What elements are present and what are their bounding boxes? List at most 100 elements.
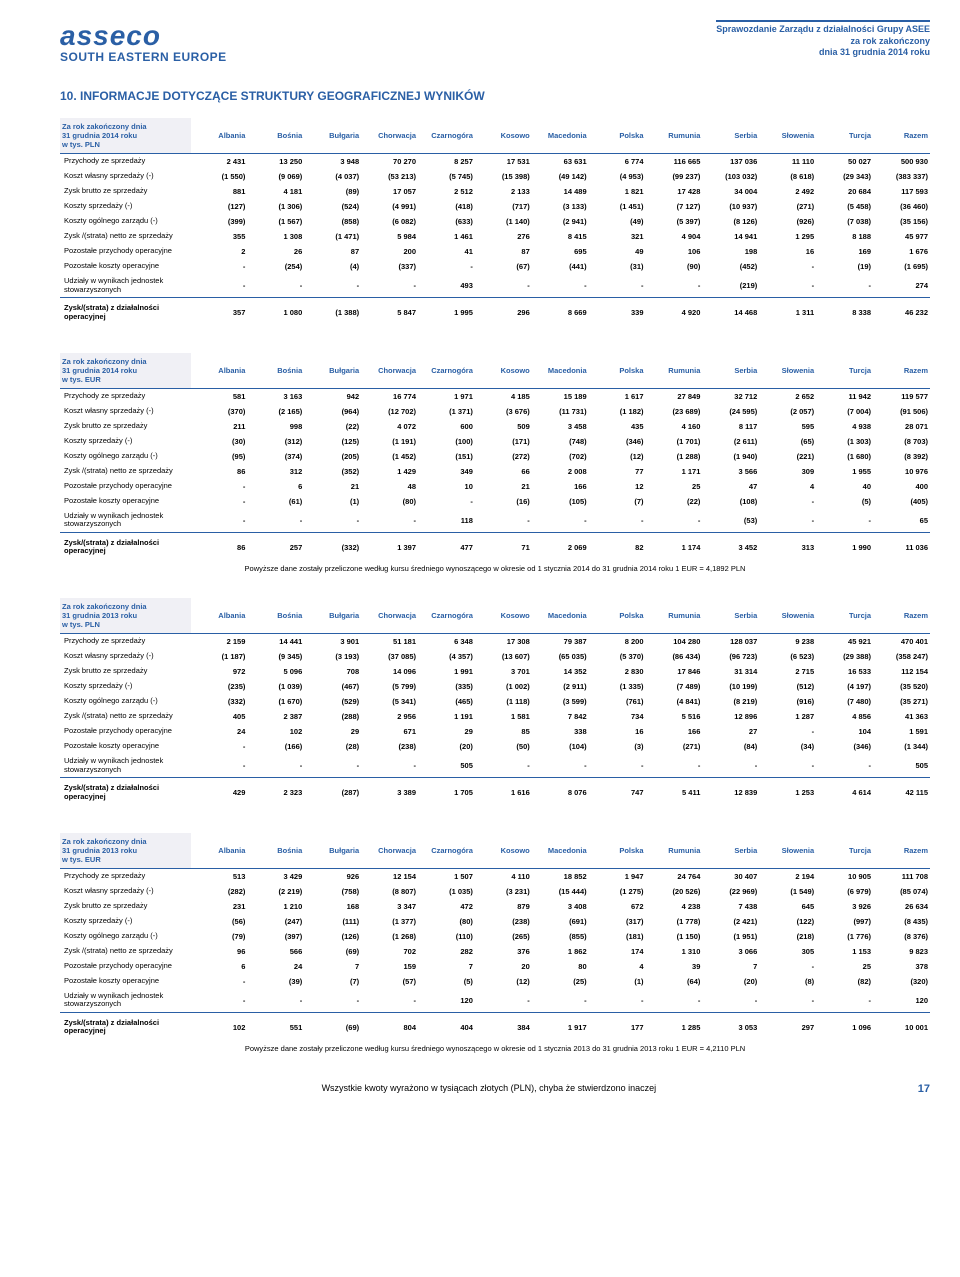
total-value: 10 001	[873, 1012, 930, 1042]
cell-value: (6 082)	[361, 214, 418, 229]
cell-value: 14 941	[702, 229, 759, 244]
cell-value: (7)	[589, 494, 646, 509]
cell-value: 8 188	[816, 229, 873, 244]
cell-value: (405)	[873, 494, 930, 509]
total-value: 5 847	[361, 298, 418, 328]
cell-value: 500 930	[873, 154, 930, 170]
cell-value: 505	[418, 754, 475, 778]
total-label: Zysk/(strata) z działalności operacyjnej	[60, 532, 191, 562]
cell-value: -	[361, 989, 418, 1013]
column-header: Chorwacja	[361, 598, 418, 634]
column-header: Macedonia	[532, 118, 589, 154]
cell-value: (99 237)	[646, 169, 703, 184]
cell-value: (36 460)	[873, 199, 930, 214]
cell-value: 3 926	[816, 899, 873, 914]
cell-value: (1 182)	[589, 404, 646, 419]
cell-value: (1 306)	[247, 199, 304, 214]
cell-value: 2 715	[759, 664, 816, 679]
cell-value: (171)	[475, 434, 532, 449]
cell-value: -	[816, 509, 873, 533]
row-label: Pozostałe koszty operacyjne	[60, 259, 191, 274]
cell-value: 400	[873, 479, 930, 494]
cell-value: 11 110	[759, 154, 816, 170]
table-title: Za rok zakończony dnia 31 grudnia 2013 r…	[60, 598, 191, 634]
total-value: 357	[191, 298, 248, 328]
column-header: Słowenia	[759, 833, 816, 869]
cell-value: 2 159	[191, 634, 248, 650]
cell-value: (35 156)	[873, 214, 930, 229]
row-label: Zysk brutto ze sprzedaży	[60, 419, 191, 434]
cell-value: -	[475, 754, 532, 778]
cell-value: 111 708	[873, 868, 930, 884]
total-value: 8 076	[532, 778, 589, 808]
table-title: Za rok zakończony dnia 31 grudnia 2014 r…	[60, 353, 191, 389]
cell-value: (96 723)	[702, 649, 759, 664]
total-value: 4 920	[646, 298, 703, 328]
total-value: 804	[361, 1012, 418, 1042]
cell-value: (49)	[589, 214, 646, 229]
cell-value: -	[759, 509, 816, 533]
cell-value: 2 652	[759, 388, 816, 404]
table-row: Koszt własny sprzedaży (-)(1 550)(9 069)…	[60, 169, 930, 184]
cell-value: -	[475, 274, 532, 298]
cell-value: 117 593	[873, 184, 930, 199]
cell-value: 51 181	[361, 634, 418, 650]
cell-value: 338	[532, 724, 589, 739]
row-label: Pozostałe koszty operacyjne	[60, 974, 191, 989]
cell-value: (1 695)	[873, 259, 930, 274]
cell-value: 505	[873, 754, 930, 778]
cell-value: (67)	[475, 259, 532, 274]
cell-value: 4	[589, 959, 646, 974]
row-label: Pozostałe koszty operacyjne	[60, 739, 191, 754]
cell-value: (10 937)	[702, 199, 759, 214]
cell-value: (1 303)	[816, 434, 873, 449]
cell-value: (49 142)	[532, 169, 589, 184]
cell-value: (271)	[759, 199, 816, 214]
cell-value: 513	[191, 868, 248, 884]
cell-value: -	[589, 754, 646, 778]
cell-value: (916)	[759, 694, 816, 709]
cell-value: (5)	[816, 494, 873, 509]
cell-value: (80)	[361, 494, 418, 509]
cell-value: (105)	[532, 494, 589, 509]
cell-value: 10 905	[816, 868, 873, 884]
cell-value: 2	[191, 244, 248, 259]
cell-value: 50 027	[816, 154, 873, 170]
cell-value: (383 337)	[873, 169, 930, 184]
cell-value: (20)	[418, 739, 475, 754]
cell-value: (633)	[418, 214, 475, 229]
total-label: Zysk/(strata) z działalności operacyjnej	[60, 778, 191, 808]
cell-value: 41	[418, 244, 475, 259]
row-label: Zysk /(strata) netto ze sprzedaży	[60, 944, 191, 959]
cell-value: (337)	[361, 259, 418, 274]
cell-value: (1 191)	[361, 434, 418, 449]
header-right-line1: Sprawozdanie Zarządu z działalności Grup…	[716, 24, 930, 36]
cell-value: 48	[361, 479, 418, 494]
cell-value: (1 550)	[191, 169, 248, 184]
table-row: Koszty ogólnego zarządu (-)(95)(374)(205…	[60, 449, 930, 464]
cell-value: (418)	[418, 199, 475, 214]
table-footnote: Powyższe dane zostały przeliczone według…	[60, 1044, 930, 1053]
cell-value: 120	[418, 989, 475, 1013]
cell-value: (452)	[702, 259, 759, 274]
cell-value: 96	[191, 944, 248, 959]
cell-value: 4	[759, 479, 816, 494]
cell-value: (399)	[191, 214, 248, 229]
total-row: Zysk/(strata) z działalności operacyjnej…	[60, 1012, 930, 1042]
total-value: 384	[475, 1012, 532, 1042]
cell-value: (691)	[532, 914, 589, 929]
cell-value: 4 238	[646, 899, 703, 914]
cell-value: (35 520)	[873, 679, 930, 694]
cell-value: 3 347	[361, 899, 418, 914]
cell-value: 349	[418, 464, 475, 479]
table-row: Przychody ze sprzedaży5813 16394216 7741…	[60, 388, 930, 404]
cell-value: (5 745)	[418, 169, 475, 184]
cell-value: (20 526)	[646, 884, 703, 899]
total-value: 1 990	[816, 532, 873, 562]
cell-value: (79)	[191, 929, 248, 944]
cell-value: -	[532, 989, 589, 1013]
cell-value: 16 774	[361, 388, 418, 404]
cell-value: 7 842	[532, 709, 589, 724]
cell-value: (15 444)	[532, 884, 589, 899]
cell-value: 47	[702, 479, 759, 494]
